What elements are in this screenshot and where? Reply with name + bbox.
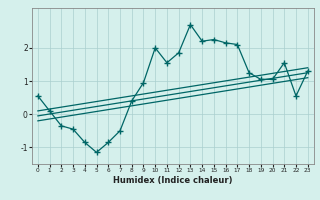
X-axis label: Humidex (Indice chaleur): Humidex (Indice chaleur) — [113, 176, 233, 185]
